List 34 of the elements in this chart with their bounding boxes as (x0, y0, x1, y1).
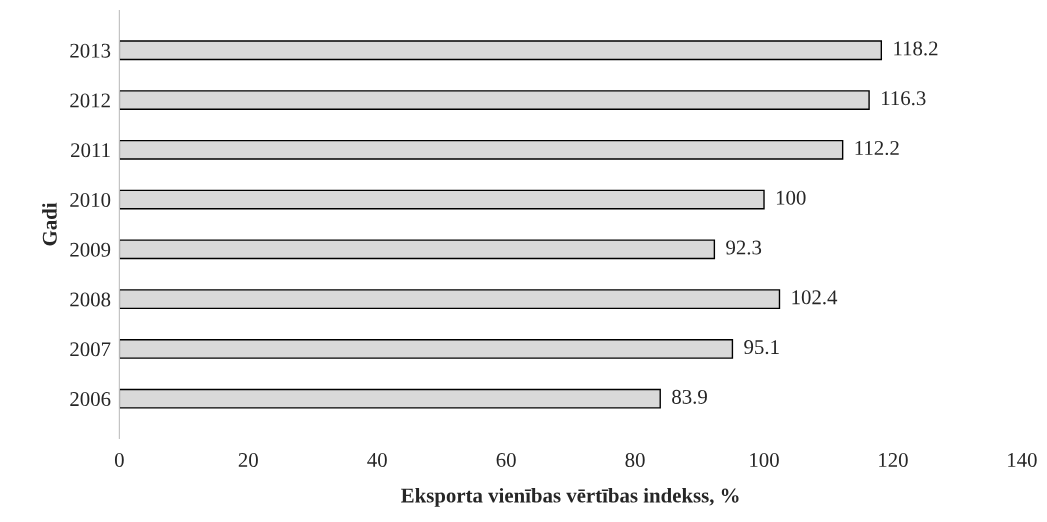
x-tick-label: 80 (625, 452, 645, 468)
bar (119, 338, 734, 359)
data-label: 95.1 (744, 340, 779, 355)
x-tick-label: 40 (367, 452, 387, 468)
bar (119, 388, 661, 409)
bar (119, 289, 781, 310)
data-label: 102.4 (792, 290, 838, 305)
data-label: 100 (776, 190, 806, 205)
bar (119, 40, 883, 61)
x-tick-label: 60 (496, 452, 516, 468)
x-tick-label: 0 (114, 452, 124, 468)
y-tick-label: 2006 (70, 392, 111, 407)
data-label: 112.2 (855, 141, 899, 156)
data-label: 116.3 (882, 91, 926, 106)
x-tick-label: 120 (879, 452, 908, 468)
data-label: 92.3 (726, 240, 762, 255)
y-tick-label: 2012 (70, 93, 110, 108)
data-label: 118.2 (894, 41, 938, 56)
bar (119, 139, 844, 160)
y-tick-label: 2011 (71, 143, 110, 158)
y-tick-label: 2007 (70, 342, 111, 357)
x-axis-title: Eksporta vienības vērtības indekss, % (401, 487, 739, 507)
x-tick-label: 100 (750, 452, 779, 468)
y-tick-label: 2008 (70, 292, 111, 307)
y-tick-label: 2013 (70, 43, 111, 58)
bar (119, 90, 870, 110)
y-tick-label: 2010 (70, 192, 111, 208)
bar (119, 189, 765, 210)
y-axis-title: Gadi (42, 202, 57, 246)
x-tick-label: 20 (238, 452, 258, 468)
data-label: 83.9 (672, 389, 707, 404)
bar (119, 239, 716, 260)
y-tick-label: 2009 (70, 242, 111, 257)
x-tick-label: 140 (1008, 452, 1037, 468)
